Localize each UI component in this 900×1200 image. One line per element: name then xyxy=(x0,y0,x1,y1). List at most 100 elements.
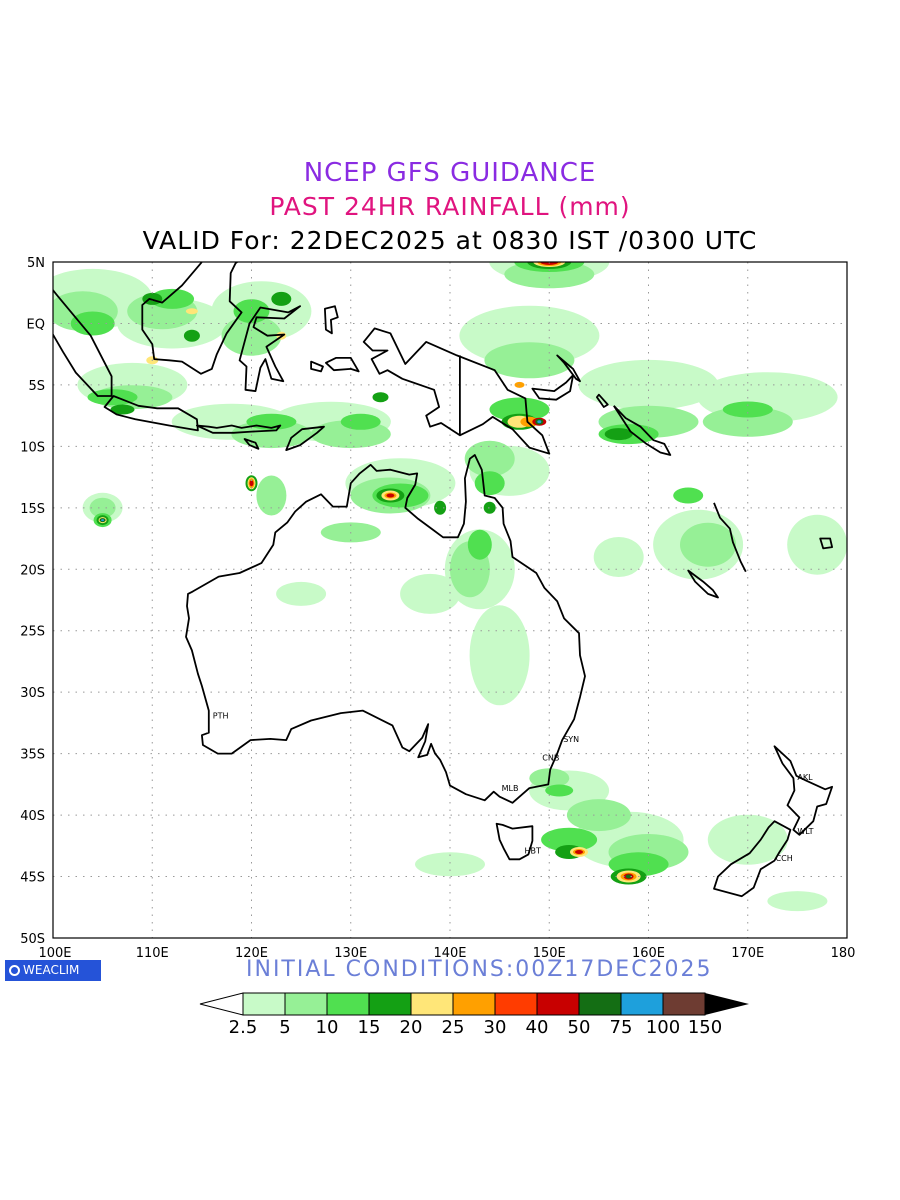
new-caledonia-coast xyxy=(687,569,719,599)
legend-low-arrow xyxy=(199,992,244,1016)
legend-swatch xyxy=(242,992,286,1016)
legend-high-arrow xyxy=(705,993,749,1015)
rain-cell xyxy=(722,401,773,418)
legend-label: 40 xyxy=(526,1017,549,1038)
fiji-coast xyxy=(819,537,833,550)
rain-cell xyxy=(467,529,492,560)
legend-swatch xyxy=(410,992,454,1016)
halmahera-coast xyxy=(324,305,339,335)
rain-cell xyxy=(400,573,461,614)
rain-cell xyxy=(150,288,195,309)
lesser-sunda-coast xyxy=(196,424,282,434)
initial-conditions: INITIAL CONDITIONS:00Z17DEC2025 xyxy=(246,957,713,982)
rain-cell xyxy=(101,519,105,522)
rain-cell xyxy=(276,581,327,606)
lat-label: 5S xyxy=(28,379,45,394)
rain-cell xyxy=(593,537,644,577)
city-label: CCH xyxy=(776,854,793,863)
rain-cell xyxy=(110,404,135,415)
lon-label: 140E xyxy=(433,946,466,960)
coastlines xyxy=(53,262,833,898)
lat-label: 45S xyxy=(20,871,45,886)
new-britain-coast xyxy=(531,374,574,401)
city-label: MLB xyxy=(502,784,519,793)
timor-coast xyxy=(285,425,325,451)
rain-cell xyxy=(434,500,447,515)
java-coast xyxy=(103,395,199,432)
rain-cell xyxy=(70,311,115,336)
sumatra-coast xyxy=(53,288,113,397)
city-label: HBT xyxy=(525,847,542,856)
rain-cell xyxy=(575,850,583,854)
lon-label: 100E xyxy=(38,946,71,960)
buru-coast xyxy=(310,360,324,373)
legend-label: 150 xyxy=(688,1017,722,1038)
legend-swatch xyxy=(494,992,538,1016)
lon-label: 180 xyxy=(831,946,856,960)
rain-cell xyxy=(271,291,292,306)
map-title: NCEP GFS GUIDANCE xyxy=(303,158,597,188)
legend-label: 20 xyxy=(400,1017,423,1038)
lat-label: 40S xyxy=(20,809,45,824)
logo-text: WEACLIM xyxy=(23,963,80,977)
rain-cell xyxy=(483,501,496,514)
lon-label: 130E xyxy=(334,946,367,960)
lat-label: 50S xyxy=(20,932,45,947)
rain-cell xyxy=(415,852,485,877)
rain-cell xyxy=(185,308,198,315)
legend-label: 30 xyxy=(484,1017,507,1038)
legend-label: 75 xyxy=(610,1017,633,1038)
rain-cell xyxy=(386,493,395,498)
longitude-labels: 100E 110E 120E 130E 140E 150E 160E 170E 180 xyxy=(38,946,855,960)
rain-cell xyxy=(767,891,828,912)
rainfall-map: PTH SYN CNB MLB HBT AKL WLT CCH 100E 110E 120E 130… xyxy=(20,254,855,960)
lon-label: 170E xyxy=(731,946,764,960)
rain-cell xyxy=(541,827,598,852)
rain-cell xyxy=(484,342,575,379)
legend-label: 100 xyxy=(646,1017,680,1038)
valid-time: VALID For: 22DEC2025 at 0830 IST /0300 U… xyxy=(142,226,758,255)
rain-cell xyxy=(474,471,505,496)
legend-label: 25 xyxy=(442,1017,465,1038)
rain-cell xyxy=(543,254,555,258)
grid-lines xyxy=(53,262,847,938)
rain-cell xyxy=(625,874,632,879)
rain-cell xyxy=(489,397,550,422)
rain-cell xyxy=(578,359,719,410)
legend-label: 5 xyxy=(279,1017,290,1038)
bougainville-coast xyxy=(596,393,609,408)
city-labels: PTH SYN CNB MLB HBT AKL WLT CCH xyxy=(213,712,814,864)
legend-swatch xyxy=(368,992,412,1016)
rain-cell xyxy=(702,406,793,437)
map-subtitle: PAST 24HR RAINFALL (mm) xyxy=(269,192,631,221)
rain-cell xyxy=(256,475,287,516)
rain-cell xyxy=(673,487,704,504)
new-ireland-coast xyxy=(556,354,581,383)
lat-label: 5N xyxy=(27,256,45,271)
rain-cell xyxy=(537,420,542,424)
rain-cell xyxy=(183,329,200,342)
city-label: AKL xyxy=(797,773,813,782)
legend-swatch xyxy=(536,992,580,1016)
legend-label: 15 xyxy=(358,1017,381,1038)
rain-cell xyxy=(787,514,847,575)
color-legend: 2.5 5 10 15 20 25 30 40 50 75 100 150 xyxy=(199,992,749,1038)
rain-cell xyxy=(340,413,381,430)
legend-swatch xyxy=(284,992,328,1016)
logo-icon xyxy=(9,965,20,976)
lat-label: 10S xyxy=(20,440,45,455)
vanuatu-coast xyxy=(713,502,747,573)
australia-coast xyxy=(185,454,586,804)
nz-north-island xyxy=(773,745,833,836)
latitude-labels: 5N EQ 5S 10S 15S 20S 25S 30S 35S 40S 45S 50S xyxy=(20,256,45,947)
city-label: CNB xyxy=(542,753,559,762)
lat-label: 20S xyxy=(20,563,45,578)
rain-cell xyxy=(249,480,254,487)
rain-cell xyxy=(372,392,389,403)
legend-swatch xyxy=(662,992,706,1016)
legend-swatch xyxy=(326,992,370,1016)
borneo-coast xyxy=(141,262,243,375)
legend-swatch xyxy=(452,992,496,1016)
tasmania-coast xyxy=(495,822,534,861)
rain-cell xyxy=(464,440,515,477)
